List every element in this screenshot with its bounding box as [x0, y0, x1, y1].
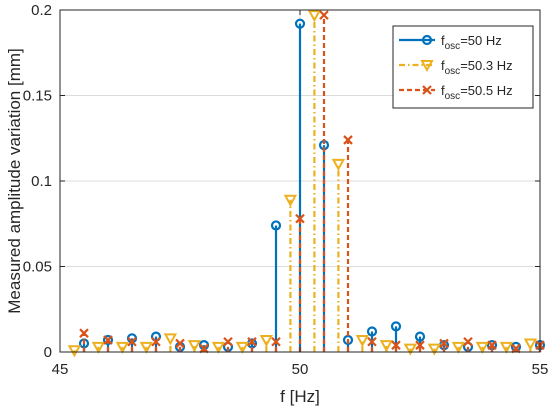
x-marker [223, 336, 233, 347]
x-marker [295, 213, 305, 224]
triangle-marker [427, 343, 442, 356]
x-marker [79, 328, 89, 338]
circle-marker [270, 220, 282, 231]
triangle-marker [259, 335, 274, 348]
circle-marker [366, 326, 378, 337]
x-marker [127, 336, 137, 347]
legend-label: fosc=50 Hz [441, 33, 502, 52]
y-axis-title: Measured amplitude variation [mm] [5, 48, 24, 314]
triangle-marker [403, 343, 418, 356]
triangle-marker [187, 340, 202, 353]
y-tick-label: 0.05 [23, 259, 52, 276]
triangle-marker [139, 341, 154, 354]
legend-entry-2: fosc=50.3 Hz [399, 58, 513, 77]
axes-layer [59, 9, 541, 353]
triangle-marker [211, 341, 226, 354]
x-marker [367, 336, 377, 347]
triangle-marker [115, 341, 130, 354]
x-marker [343, 135, 353, 145]
triangle-marker [523, 338, 538, 351]
x-marker [391, 340, 401, 350]
triangle-marker [379, 340, 394, 353]
circle-marker [421, 34, 433, 46]
legend: fosc=50 Hz fosc=50.3 Hz fosc=50.5 Hz [392, 25, 534, 109]
x-marker [271, 336, 281, 347]
legend-entry-3: fosc=50.5 Hz [399, 83, 513, 102]
x-marker [439, 338, 449, 349]
x-axis-title: f [Hz] [280, 387, 320, 406]
series-2 [67, 10, 538, 358]
x-marker [463, 336, 473, 347]
triangle-marker [331, 158, 346, 171]
x-marker [151, 336, 161, 347]
x-tick-label: 50 [292, 361, 309, 378]
triangle-marker [355, 335, 370, 348]
circle-marker [102, 334, 114, 346]
y-tick-label: 0.1 [31, 173, 52, 190]
legend-entry-1: fosc=50 Hz [399, 33, 502, 52]
legend-label: fosc=50.3 Hz [441, 58, 513, 77]
triangle-marker [163, 333, 178, 346]
circle-marker [390, 321, 402, 332]
x-marker [199, 343, 209, 354]
x-marker [511, 343, 521, 354]
x-marker [175, 338, 185, 349]
triangle-marker [420, 60, 434, 73]
triangle-marker [307, 10, 322, 23]
x-marker [247, 336, 257, 347]
circle-marker [414, 331, 426, 342]
x-marker [422, 85, 432, 95]
triangle-marker [235, 341, 250, 354]
x-tick-label: 45 [52, 361, 69, 378]
x-marker [103, 335, 113, 345]
y-tick-label: 0.2 [31, 2, 52, 19]
y-tick-label: 0.15 [23, 88, 52, 105]
x-marker [319, 10, 329, 20]
circle-marker [342, 334, 354, 346]
x-tick-label: 55 [532, 361, 549, 378]
y-tick-label: 0 [44, 344, 52, 361]
triangle-marker [499, 341, 514, 354]
triangle-marker [91, 341, 106, 354]
triangle-marker [283, 194, 298, 207]
x-marker [487, 340, 497, 350]
triangle-marker [67, 345, 82, 358]
circle-marker [294, 18, 306, 29]
legend-label: fosc=50.5 Hz [441, 83, 513, 102]
label-layer: 45 50 55 0 0.05 0.1 0.15 0.2 f [Hz] Measured ampl… [5, 2, 548, 406]
x-marker [415, 340, 425, 350]
triangle-marker [451, 341, 466, 354]
triangle-marker [475, 341, 490, 354]
